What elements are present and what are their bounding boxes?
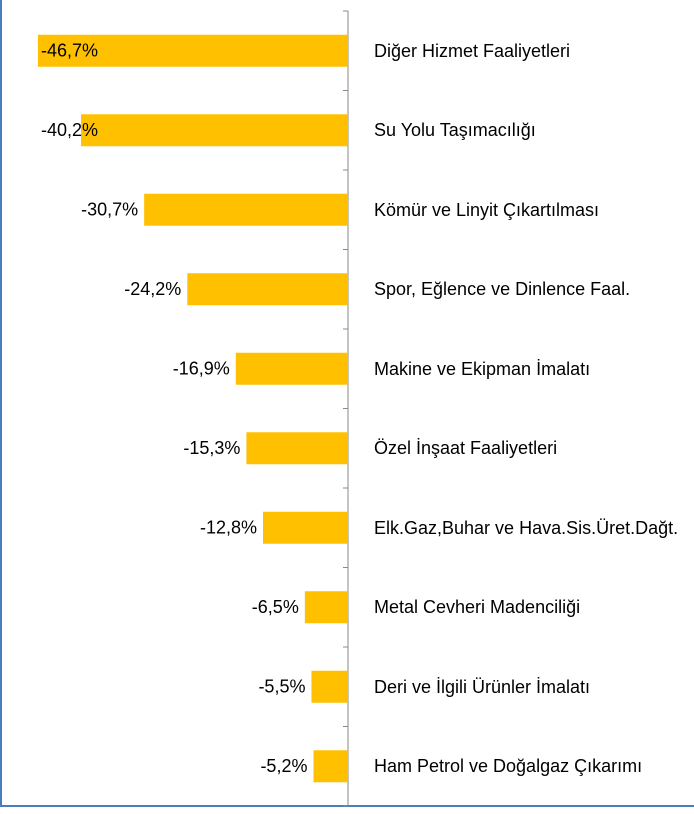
category-label: Makine ve Ekipman İmalatı bbox=[374, 358, 591, 379]
bar bbox=[187, 273, 348, 306]
category-label: Su Yolu Taşımacılığı bbox=[374, 120, 536, 141]
category-label: Spor, Eğlence ve Dinlence Faal. bbox=[374, 279, 631, 300]
bar bbox=[37, 34, 349, 67]
data-label: -16,9% bbox=[173, 359, 230, 379]
category-label: Özel İnşaat Faaliyetleri bbox=[374, 438, 558, 459]
category-label: Diğer Hizmet Faaliyetleri bbox=[374, 40, 571, 61]
category-label: Deri ve İlgili Ürünler İmalatı bbox=[374, 676, 591, 697]
data-label: -15,3% bbox=[183, 438, 240, 458]
data-label: -46,7% bbox=[41, 41, 98, 61]
category-label: Elk.Gaz,Buhar ve Hava.Sis.Üret.Dağt. bbox=[374, 517, 679, 538]
bar bbox=[246, 432, 348, 465]
bar bbox=[313, 750, 348, 783]
data-label: -6,5% bbox=[252, 597, 299, 617]
data-label: -30,7% bbox=[81, 200, 138, 220]
bar bbox=[81, 114, 349, 147]
category-label: Metal Cevheri Madenciliği bbox=[374, 597, 581, 618]
bar bbox=[304, 591, 348, 624]
bar bbox=[235, 352, 348, 385]
data-label: -24,2% bbox=[124, 279, 181, 299]
category-label: Kömür ve Linyit Çıkartılması bbox=[374, 199, 600, 220]
data-label: -40,2% bbox=[41, 120, 98, 140]
bar bbox=[144, 193, 348, 226]
bar bbox=[263, 511, 348, 544]
data-label: -5,2% bbox=[260, 756, 307, 776]
data-label: -5,5% bbox=[258, 677, 305, 697]
data-label: -12,8% bbox=[200, 518, 257, 538]
bar bbox=[311, 670, 348, 703]
category-label: Ham Petrol ve Doğalgaz Çıkarımı bbox=[374, 756, 643, 777]
